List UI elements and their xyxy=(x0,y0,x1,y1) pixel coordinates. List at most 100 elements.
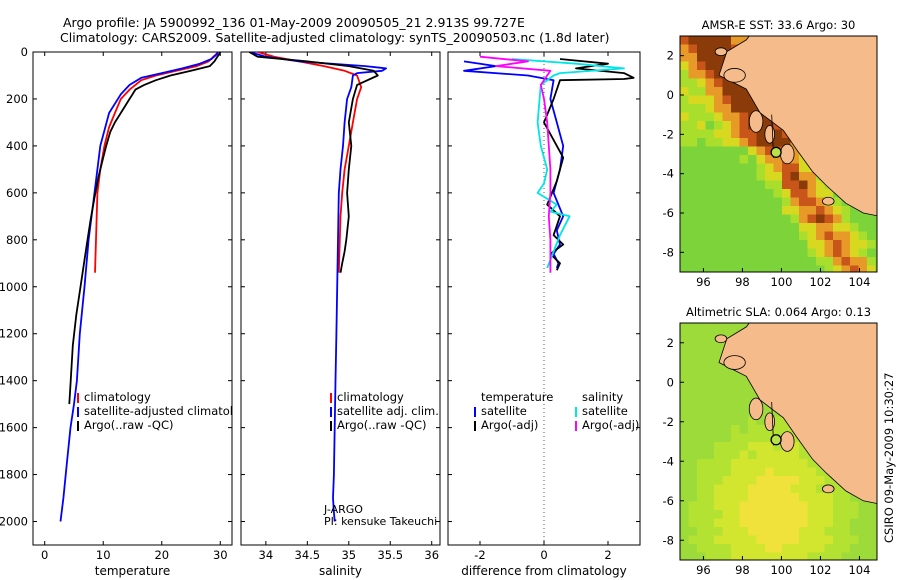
map-cell xyxy=(697,121,706,130)
map-cell xyxy=(739,425,749,434)
map-cell xyxy=(697,70,706,79)
map-cell xyxy=(748,544,757,553)
map-cell xyxy=(731,240,740,249)
map-cell xyxy=(697,357,706,366)
series-line xyxy=(68,52,222,405)
map-cell xyxy=(697,323,706,332)
map-cell xyxy=(714,323,723,332)
map-cell xyxy=(714,476,723,485)
map-cell xyxy=(756,172,766,181)
map-cell xyxy=(705,214,715,224)
map-cell xyxy=(697,442,706,451)
map-cell xyxy=(773,535,783,545)
map-cell xyxy=(731,214,740,224)
map-cell xyxy=(858,518,868,528)
y-tick-label: -8 xyxy=(663,533,674,547)
map-cell xyxy=(748,518,757,528)
map-cell xyxy=(756,206,766,215)
map-cell xyxy=(833,197,842,207)
y-tick-label: 200 xyxy=(6,92,28,106)
map-cell xyxy=(688,484,698,494)
map-cell xyxy=(841,223,851,232)
map-cell xyxy=(705,138,715,147)
map-cell xyxy=(841,552,851,560)
map-cell xyxy=(688,78,698,88)
map-cell xyxy=(688,450,698,460)
map-cell xyxy=(748,257,757,266)
map-cell xyxy=(799,240,808,249)
map-cell xyxy=(756,518,766,528)
map-cell xyxy=(858,544,868,553)
y-tick-label: 600 xyxy=(6,186,28,200)
map-cell xyxy=(816,240,825,249)
map-cell xyxy=(680,408,689,417)
map-cell xyxy=(688,172,698,181)
y-tick-label: -6 xyxy=(663,494,674,508)
map-cell xyxy=(807,197,817,207)
map-cell xyxy=(799,450,808,460)
map-cell xyxy=(714,527,723,536)
map-cell xyxy=(756,223,766,232)
map-cell xyxy=(722,374,732,383)
y-tick-label: -4 xyxy=(663,167,674,181)
map-cell xyxy=(714,425,723,434)
map-cell xyxy=(739,104,749,113)
map-cell xyxy=(722,112,732,122)
map-cell xyxy=(850,257,859,266)
map-cell xyxy=(748,163,757,173)
map-cell xyxy=(714,484,723,494)
map-cell xyxy=(748,552,757,560)
map-cell xyxy=(765,180,774,190)
map-cell xyxy=(731,459,740,468)
series-line xyxy=(511,58,625,269)
map-cell xyxy=(875,544,877,553)
map-cell xyxy=(833,223,842,232)
map-cell xyxy=(722,535,732,545)
map-cell xyxy=(833,231,842,241)
legend-label: salinity xyxy=(582,390,623,404)
map-cell xyxy=(739,155,749,164)
map-cell xyxy=(697,484,706,494)
map-cell xyxy=(739,112,749,122)
map-cell xyxy=(705,180,715,190)
map-cell xyxy=(731,180,740,190)
map-cell xyxy=(714,172,723,181)
map-cell xyxy=(790,248,800,258)
map-cell xyxy=(867,501,876,511)
map-cell xyxy=(697,95,706,105)
map-cell xyxy=(680,501,689,511)
map-cell xyxy=(858,535,868,545)
map-cell xyxy=(841,510,851,519)
map-cell xyxy=(714,53,723,62)
pi-annotation: J-ARGO xyxy=(323,503,363,516)
map-cell xyxy=(697,374,706,383)
map-cell xyxy=(714,365,723,375)
map-cell xyxy=(790,231,800,241)
map-cell xyxy=(722,189,732,198)
map-cell xyxy=(875,518,877,528)
map-cell xyxy=(714,129,723,139)
map-cell xyxy=(705,357,715,366)
map-cell xyxy=(841,501,851,511)
map-cell xyxy=(714,231,723,241)
map-cell xyxy=(748,467,757,477)
map-cell xyxy=(731,104,740,113)
map-cell xyxy=(688,214,698,224)
map-cell xyxy=(705,223,715,232)
map-cell xyxy=(807,248,817,258)
map-cell xyxy=(722,331,732,341)
map-cell xyxy=(748,155,757,164)
map-cell xyxy=(756,484,766,494)
map-cell xyxy=(765,265,774,272)
plot-frame xyxy=(32,51,233,546)
map-cell xyxy=(731,36,740,45)
map-cell xyxy=(782,518,791,528)
map-cell xyxy=(807,552,817,560)
map-cell xyxy=(722,163,732,173)
map-cell xyxy=(688,476,698,485)
map-cell xyxy=(765,197,774,207)
map-cell xyxy=(722,44,732,54)
map-cell xyxy=(731,382,740,392)
map-cell xyxy=(714,223,723,232)
map-cell xyxy=(697,348,706,358)
